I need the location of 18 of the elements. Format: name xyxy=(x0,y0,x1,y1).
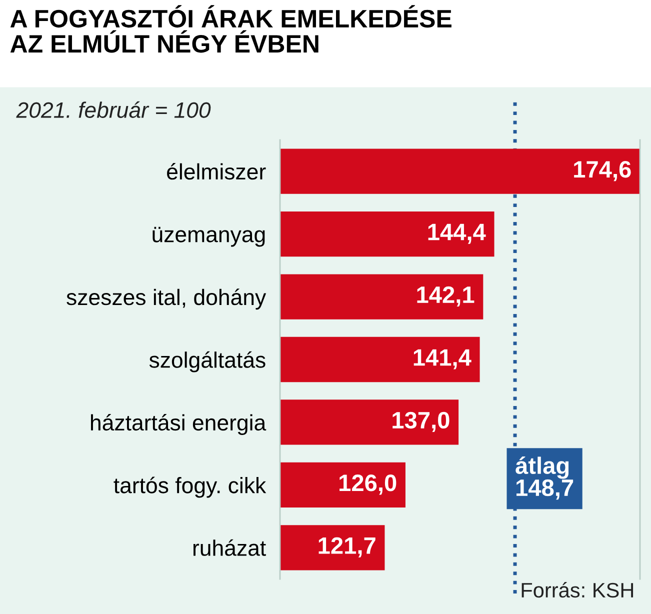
chart-title: A FOGYASZTÓI ÁRAK EMELKEDÉSE AZ ELMÚLT NÉGY ÉVBEN xyxy=(10,5,452,53)
data-label: 137,0 xyxy=(392,412,450,432)
data-label: 141,4 xyxy=(414,349,472,370)
y-tick-label: ruházat xyxy=(193,539,266,556)
data-label: 174,6 xyxy=(574,160,631,182)
y-tick-label: tartós fogy. cikk xyxy=(114,476,266,498)
chart-subtitle: 2021. február = 100 xyxy=(16,101,211,118)
data-label: 121,7 xyxy=(318,537,376,558)
data-label: 144,4 xyxy=(428,224,486,244)
y-tick-label: üzemanyag xyxy=(152,226,265,247)
y-tick-label: háztartási energia xyxy=(91,414,266,436)
y-tick-label: szolgáltatás xyxy=(149,351,266,372)
data-label: 142,1 xyxy=(417,286,474,307)
y-tick-label: szeszes ital, dohány xyxy=(66,288,266,310)
ref-line-label: átlag 148,7 xyxy=(516,456,574,500)
text: Forrás: KSH xyxy=(522,582,634,598)
data-label: 126,0 xyxy=(340,474,396,495)
y-tick-label: élelmiszer xyxy=(167,163,266,180)
